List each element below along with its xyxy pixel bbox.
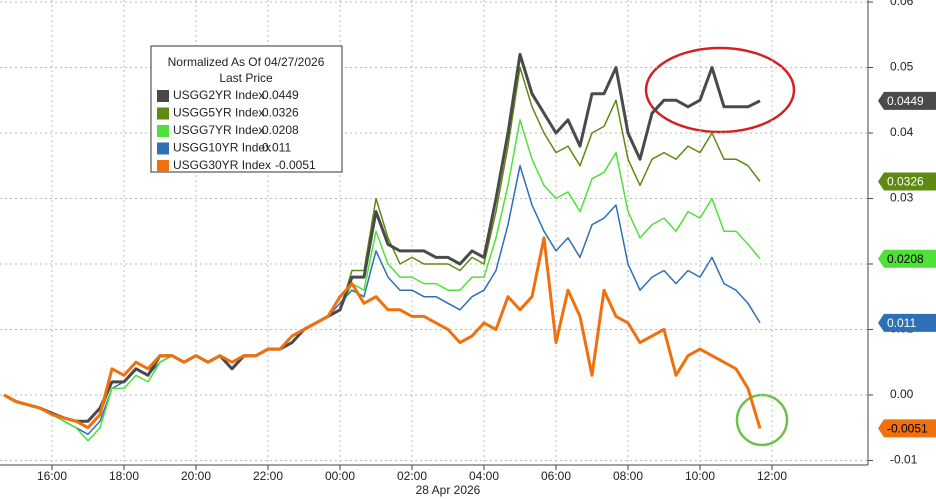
legend-swatch: [157, 90, 169, 102]
x-tick-label: 16:00: [37, 469, 67, 483]
legend-swatch: [157, 125, 169, 137]
y-tick-label: 0.04: [890, 125, 914, 139]
series-line: [3, 164, 761, 436]
x-tick-label: 12:00: [757, 469, 787, 483]
x-axis-label: 28 Apr 2026: [416, 483, 481, 497]
legend-label: USGG2YR Index: [173, 88, 264, 102]
legend-swatch: [157, 107, 169, 120]
y-tick-label: -0.01: [890, 453, 918, 467]
last-value-tag: [878, 419, 936, 438]
last-value-tag: [878, 91, 936, 110]
last-value-tag: [878, 313, 936, 332]
highlight-circle: [735, 393, 789, 447]
legend-swatch: [157, 142, 169, 155]
y-tick-label: 0.03: [890, 191, 914, 205]
series-line: [3, 52, 761, 423]
series-line: [3, 236, 762, 430]
legend-label: USGG10YR Index: [173, 141, 271, 155]
highlight-ellipse: [644, 46, 796, 134]
last-value-label: 0.0449: [887, 94, 924, 108]
x-tick-label: 06:00: [541, 469, 571, 483]
legend-subtitle: Last Price: [219, 71, 273, 85]
legend: Normalized As Of 04/27/2026 Last Price USG…: [150, 45, 343, 173]
last-value-tag: [878, 249, 936, 268]
last-value-label: 0.0208: [887, 252, 924, 266]
last-value-label: -0.0051: [887, 422, 928, 436]
last-value-label: 0.0326: [887, 175, 924, 189]
legend-label: USGG30YR Index: [173, 158, 271, 172]
legend-value: -0.0051: [275, 158, 316, 172]
legend-value: 0.0326: [262, 106, 299, 120]
last-value-tag: [878, 172, 936, 191]
x-tick-label: 18:00: [109, 469, 139, 483]
y-tick-label: 0.05: [890, 60, 914, 74]
series-line: [3, 119, 761, 442]
legend-label: USGG7YR Index: [173, 123, 264, 137]
legend-label: USGG5YR Index: [173, 106, 264, 120]
legend-value: 0.0208: [262, 123, 299, 137]
y-tick-label: 0.06: [890, 0, 914, 8]
x-tick-label: 08:00: [613, 469, 643, 483]
x-tick-label: 04:00: [469, 469, 499, 483]
x-tick-label: 22:00: [253, 469, 283, 483]
x-tick-label: 00:00: [325, 469, 355, 483]
x-tick-label: 10:00: [685, 469, 715, 483]
legend-box: [150, 45, 343, 173]
last-value-label: 0.011: [887, 316, 916, 330]
y-tick-label: 0.00: [890, 387, 914, 401]
legend-title: Normalized As Of 04/27/2026: [168, 55, 325, 69]
legend-value: 0.011: [262, 141, 291, 155]
x-tick-label: 20:00: [181, 469, 211, 483]
x-tick-label: 02:00: [397, 469, 427, 483]
legend-swatch: [157, 160, 169, 172]
legend-value: 0.0449: [262, 88, 299, 102]
